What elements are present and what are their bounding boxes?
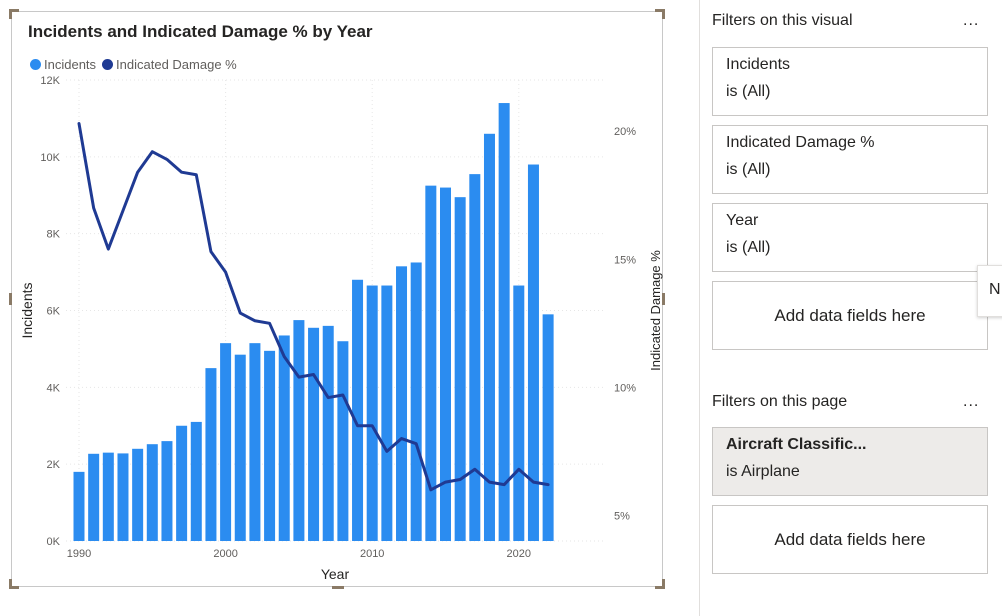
legend-marker-damage bbox=[102, 59, 114, 70]
bar-incidents-2019 bbox=[498, 103, 510, 542]
resize-handle-left[interactable] bbox=[9, 293, 12, 305]
filter-field-name: Year bbox=[726, 212, 759, 229]
resize-handle-bottom[interactable] bbox=[332, 586, 344, 589]
pane-divider bbox=[699, 0, 700, 616]
y2-axis-title: Indicated Damage % bbox=[648, 250, 663, 371]
bar-incidents-2015 bbox=[440, 187, 451, 542]
bar-incidents-2021 bbox=[527, 164, 539, 541]
bar-incidents-1990 bbox=[73, 471, 85, 541]
filter-field-state: is Airplane bbox=[726, 463, 800, 480]
filter-field-state: is (All) bbox=[726, 83, 771, 100]
filter-field-name: Aircraft Classific... bbox=[726, 436, 867, 453]
filter-field-name: Incidents bbox=[726, 56, 791, 73]
legend-item-incidents[interactable]: Incidents bbox=[30, 57, 96, 72]
x-tick-label: 2010 bbox=[360, 548, 384, 560]
y-axis-title: Incidents bbox=[19, 282, 35, 338]
resize-handle-tr-v[interactable] bbox=[662, 9, 665, 19]
y2-tick-label: 20% bbox=[614, 126, 636, 138]
chart-plot: 0K 2K 4K 6K 8K 10K 12K 1990 2000 2010 2020 5% 10% 15%… bbox=[19, 75, 663, 582]
bar-incidents-1995 bbox=[146, 444, 158, 541]
bar-incidents-2004 bbox=[278, 335, 290, 541]
filter-card-year[interactable]: Year is (All) bbox=[712, 203, 988, 272]
filter-field-state: is (All) bbox=[726, 239, 771, 256]
bar-incidents-2016 bbox=[454, 197, 466, 541]
filter-field-state: is (All) bbox=[726, 161, 771, 178]
bar-incidents-2022 bbox=[542, 314, 554, 541]
bar-incidents-1991 bbox=[88, 453, 100, 541]
bar-incidents-2003 bbox=[264, 350, 276, 541]
visual-filters-heading: Filters on this visual bbox=[712, 12, 853, 29]
filter-card-aircraft-classification[interactable]: Aircraft Classific... is Airplane bbox=[712, 427, 988, 496]
bar-incidents-2008 bbox=[337, 341, 349, 541]
legend-label-incidents: Incidents bbox=[44, 57, 97, 72]
bar-incidents-2010 bbox=[366, 285, 378, 541]
legend-label-damage: Indicated Damage % bbox=[116, 57, 237, 72]
resize-handle-br[interactable] bbox=[655, 586, 665, 589]
visual-filters-more-icon[interactable]: ... bbox=[963, 12, 980, 29]
bar-incidents-2020 bbox=[513, 285, 525, 541]
collapse-tab-label: N bbox=[989, 281, 1001, 298]
y-tick-label: 12K bbox=[40, 75, 60, 87]
y-tick-label: 8K bbox=[47, 229, 61, 241]
bar-incidents-2013 bbox=[410, 262, 422, 541]
chart-title: Incidents and Indicated Damage % by Year bbox=[28, 22, 373, 41]
x-tick-label: 2000 bbox=[213, 548, 237, 560]
bar-incidents-2001 bbox=[234, 354, 246, 541]
y-tick-label: 2K bbox=[47, 459, 61, 471]
add-visual-filter-dropzone[interactable]: Add data fields here bbox=[712, 281, 988, 350]
bar-incidents-2006 bbox=[308, 327, 320, 541]
y2-tick-label: 10% bbox=[614, 382, 636, 394]
y-tick-label: 10K bbox=[40, 152, 60, 164]
x-tick-label: 1990 bbox=[67, 548, 91, 560]
bar-incidents-2000 bbox=[220, 343, 232, 541]
pane-collapse-tab[interactable]: N bbox=[977, 265, 1002, 317]
filter-card-indicated-damage[interactable]: Indicated Damage % is (All) bbox=[712, 125, 988, 194]
bar-incidents-2005 bbox=[293, 320, 305, 541]
resize-handle-tr[interactable] bbox=[655, 9, 665, 12]
bar-incidents-2017 bbox=[469, 174, 481, 541]
filter-field-name: Indicated Damage % bbox=[726, 134, 875, 151]
resize-handle-tl-v[interactable] bbox=[9, 9, 12, 19]
resize-handle-tl[interactable] bbox=[9, 9, 19, 12]
bar-incidents-1998 bbox=[190, 421, 202, 541]
bar-incidents-1992 bbox=[102, 452, 114, 541]
bar-incidents-1996 bbox=[161, 441, 173, 541]
x-tick-label: 2020 bbox=[507, 548, 531, 560]
y2-tick-label: 5% bbox=[614, 510, 630, 522]
resize-handle-br-v[interactable] bbox=[662, 579, 665, 589]
bar-incidents-2012 bbox=[396, 266, 408, 541]
chart-visual[interactable]: Incidents and Indicated Damage % by Year… bbox=[9, 9, 665, 589]
filter-card-incidents[interactable]: Incidents is (All) bbox=[712, 47, 988, 116]
bar-incidents-2018 bbox=[483, 133, 495, 542]
line-indicated-damage bbox=[77, 122, 550, 492]
chart-legend: Incidents Indicated Damage % bbox=[30, 57, 243, 72]
bar-incidents-2014 bbox=[425, 185, 437, 542]
x-axis-title: Year bbox=[321, 566, 350, 582]
y2-tick-label: 15% bbox=[614, 254, 636, 266]
y-tick-label: 4K bbox=[47, 382, 61, 394]
resize-handle-bl-v[interactable] bbox=[9, 579, 12, 589]
bar-incidents-1994 bbox=[132, 448, 144, 541]
legend-item-damage[interactable]: Indicated Damage % bbox=[102, 57, 237, 72]
bar-incidents-2011 bbox=[381, 285, 393, 541]
bar-incidents-2007 bbox=[322, 325, 334, 541]
y-tick-label: 0K bbox=[47, 536, 61, 548]
bar-incidents-2002 bbox=[249, 343, 261, 541]
resize-handle-bl[interactable] bbox=[9, 586, 19, 589]
resize-handle-right[interactable] bbox=[662, 293, 665, 305]
bar-incidents-1993 bbox=[117, 453, 129, 541]
page-filters-more-icon[interactable]: ... bbox=[963, 393, 980, 410]
bar-incidents-1997 bbox=[176, 425, 188, 541]
bar-incidents-2009 bbox=[352, 279, 364, 541]
bar-incidents-1999 bbox=[205, 368, 217, 541]
add-page-filter-dropzone[interactable]: Add data fields here bbox=[712, 505, 988, 574]
y-tick-label: 6K bbox=[47, 306, 61, 318]
page-filters-heading: Filters on this page bbox=[712, 393, 848, 410]
legend-marker-incidents bbox=[30, 59, 41, 70]
